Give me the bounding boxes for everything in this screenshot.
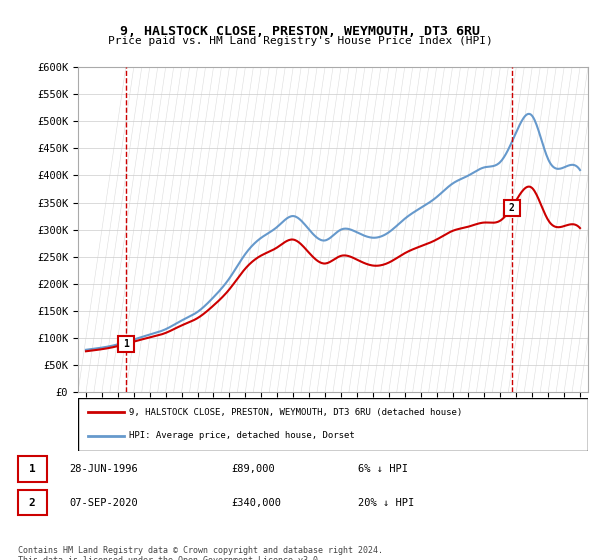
Text: HPI: Average price, detached house, Dorset: HPI: Average price, detached house, Dors… — [129, 431, 355, 440]
Text: 6% ↓ HPI: 6% ↓ HPI — [358, 464, 407, 474]
Text: £340,000: £340,000 — [231, 498, 281, 508]
Text: 1: 1 — [29, 464, 35, 474]
Text: Price paid vs. HM Land Registry's House Price Index (HPI): Price paid vs. HM Land Registry's House … — [107, 36, 493, 46]
Text: 20% ↓ HPI: 20% ↓ HPI — [358, 498, 414, 508]
Text: 2: 2 — [509, 203, 514, 213]
FancyBboxPatch shape — [18, 490, 47, 515]
Text: Contains HM Land Registry data © Crown copyright and database right 2024.
This d: Contains HM Land Registry data © Crown c… — [18, 546, 383, 560]
Text: 28-JUN-1996: 28-JUN-1996 — [70, 464, 139, 474]
FancyBboxPatch shape — [18, 456, 47, 482]
Text: 1: 1 — [123, 339, 129, 349]
Text: 9, HALSTOCK CLOSE, PRESTON, WEYMOUTH, DT3 6RU: 9, HALSTOCK CLOSE, PRESTON, WEYMOUTH, DT… — [120, 25, 480, 38]
Text: 9, HALSTOCK CLOSE, PRESTON, WEYMOUTH, DT3 6RU (detached house): 9, HALSTOCK CLOSE, PRESTON, WEYMOUTH, DT… — [129, 408, 462, 417]
Text: 07-SEP-2020: 07-SEP-2020 — [70, 498, 139, 508]
Text: 2: 2 — [29, 498, 35, 508]
Text: £89,000: £89,000 — [231, 464, 275, 474]
FancyBboxPatch shape — [78, 398, 588, 451]
